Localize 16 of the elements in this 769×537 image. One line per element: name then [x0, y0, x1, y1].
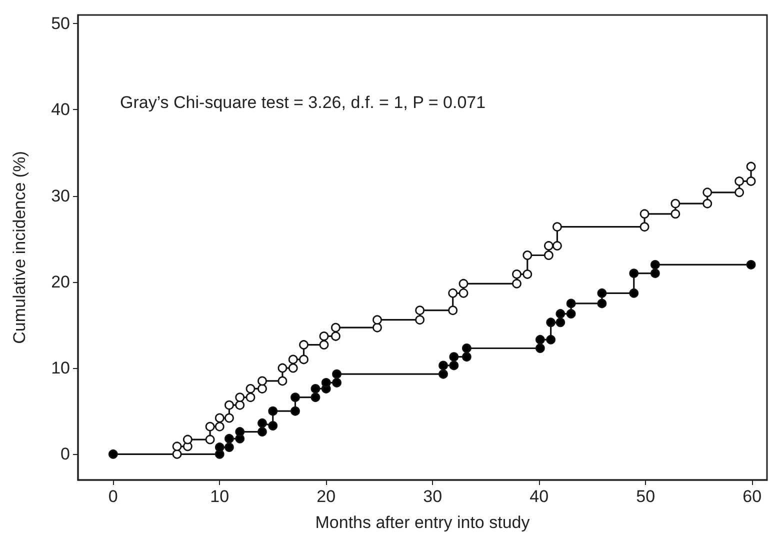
x-tick-label: 30 — [423, 487, 442, 506]
x-tick-label: 40 — [530, 487, 549, 506]
x-tick-label: 0 — [108, 487, 118, 506]
x-tick-label: 20 — [316, 487, 336, 506]
y-axis-title: Cumulative incidence (%) — [10, 151, 29, 344]
annotation: Gray’s Chi-square test = 3.26, d.f. = 1, P = 0.071 — [120, 93, 486, 112]
y-tick-label: 10 — [51, 358, 70, 378]
y-tick-label: 40 — [51, 100, 70, 120]
x-tick-label: 60 — [742, 487, 762, 506]
y-tick-label: 50 — [51, 14, 70, 34]
x-tick-label: 50 — [636, 487, 656, 506]
y-tick-label: 20 — [51, 272, 70, 292]
y-tick-label: 0 — [60, 444, 70, 464]
y-tick-label: 30 — [51, 186, 70, 206]
x-tick-label: 10 — [210, 487, 230, 506]
x-axis-title: Months after entry into study — [315, 513, 530, 532]
